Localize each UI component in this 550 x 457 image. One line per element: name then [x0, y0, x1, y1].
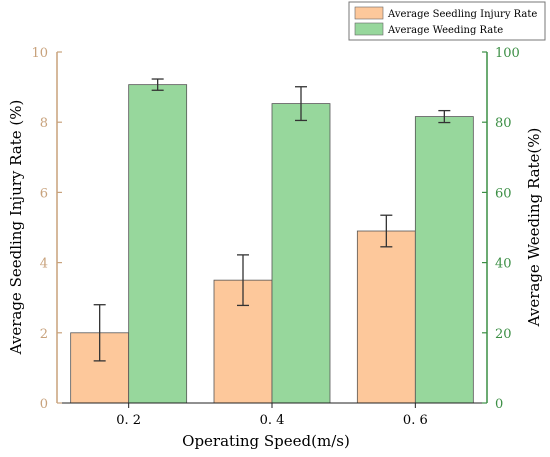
error-bars-group	[93, 78, 451, 362]
legend: Average Seedling Injury Rate Average Wee…	[348, 1, 546, 41]
left-y-axis-label: Average Seedling Injury Rate (%)	[7, 100, 25, 356]
left-y-tick-label-10: 10	[31, 46, 48, 61]
right-y-tick-label-100: 100	[495, 46, 520, 61]
left-y-tick-label-8: 8	[40, 116, 48, 131]
bar-weeding-1	[128, 84, 188, 404]
left-y-tick-label-4: 4	[40, 257, 48, 272]
right-y-axis-label: Average Weeding Rate(%)	[525, 128, 543, 328]
legend-label-seedling-injury: Average Seedling Injury Rate	[387, 9, 537, 20]
bars-group	[70, 84, 474, 404]
x-tick-label-3: 0. 6	[403, 413, 428, 428]
legend-label-weeding: Average Weeding Rate	[387, 25, 503, 36]
left-y-tick-label-2: 2	[40, 327, 48, 342]
legend-swatch-seedling-injury	[354, 6, 384, 20]
x-tick-label-2: 0. 4	[260, 413, 285, 428]
error-bar-seedling-injury-1	[93, 304, 106, 362]
bar-weeding-2	[271, 103, 331, 404]
legend-swatch-weeding	[354, 22, 384, 36]
error-bar-weeding-2	[295, 86, 307, 122]
right-y-tick-label-20: 20	[495, 327, 512, 342]
bar-weeding-3	[414, 116, 474, 404]
right-y-tick-label-80: 80	[495, 116, 512, 131]
error-bar-weeding-3	[438, 109, 451, 124]
left-y-tick-label-6: 6	[40, 186, 48, 201]
error-bar-seedling-injury-3	[380, 214, 393, 248]
x-axis-label: Operating Speed(m/s)	[182, 432, 350, 450]
x-tick-label-1: 0. 2	[116, 413, 141, 428]
error-bar-seedling-injury-2	[237, 254, 249, 307]
right-y-tick-label-0: 0	[495, 397, 503, 412]
right-y-tick-label-60: 60	[495, 186, 512, 201]
left-y-tick-label-0: 0	[40, 397, 48, 412]
bar-seedling-injury-3	[356, 230, 416, 404]
error-bar-weeding-1	[151, 78, 164, 91]
right-y-tick-label-40: 40	[495, 257, 512, 272]
